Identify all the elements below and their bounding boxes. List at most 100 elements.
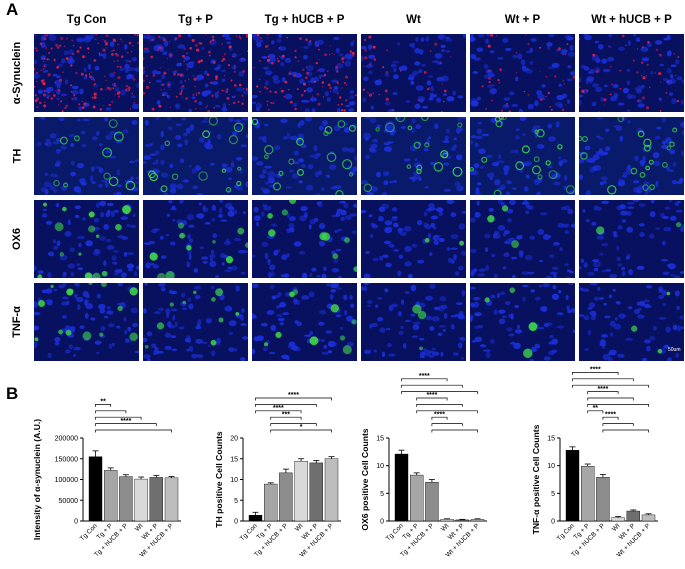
micrograph-4-3 [252, 283, 357, 361]
y-tick-label: 5 [234, 498, 238, 505]
significance-bracket [401, 391, 478, 395]
significance-bracket [431, 423, 463, 427]
y-tick-label: 50000 [59, 498, 79, 505]
micrograph-2-3 [252, 117, 357, 195]
micrograph-2-4 [361, 117, 466, 195]
column-header-tg-con: Tg Con [66, 14, 107, 26]
significance-bracket [602, 429, 649, 433]
y-axis-label: OX6 positive Cell Counts [360, 428, 370, 530]
significance-bracket [587, 391, 619, 395]
micrograph-4-6 [579, 283, 684, 361]
significance-bracket [95, 429, 172, 433]
bar [88, 456, 103, 522]
significance-bracket [255, 397, 332, 401]
bar [324, 458, 339, 522]
significance-bracket [587, 410, 604, 414]
micrograph-1-3 [252, 34, 357, 112]
bar [440, 519, 454, 522]
significance-bracket [255, 404, 317, 407]
bar [394, 453, 409, 522]
significance-label: **** [419, 373, 430, 380]
bar [264, 483, 278, 522]
bar [455, 519, 469, 522]
significance-bracket [401, 378, 448, 382]
bar [279, 472, 293, 522]
significance-bracket [416, 404, 463, 407]
chart-1: 0 50000 100000 150000 200000 Intensity of α-s… [32, 399, 181, 559]
micrograph-3-4 [361, 200, 466, 278]
scale-bar-label: 50um [668, 347, 681, 353]
significance-bracket [416, 397, 448, 401]
y-tick-label: 10 [230, 477, 238, 484]
micrograph-3-6 [579, 200, 684, 278]
micrograph-2-6 [579, 117, 684, 195]
y-tick-label: 200000 [55, 436, 78, 443]
micrograph-3-5 [470, 200, 575, 278]
significance-bracket [95, 423, 157, 427]
significance-bracket [572, 372, 619, 375]
bar [103, 470, 118, 522]
significance-label: **** [426, 392, 437, 399]
bar [119, 476, 133, 522]
bar [248, 514, 263, 522]
y-tick-label: 150000 [55, 456, 78, 463]
bar [309, 462, 323, 522]
significance-bracket [416, 410, 478, 414]
y-tick-label: 0 [234, 519, 238, 526]
x-tick-label: Wt [294, 522, 305, 533]
micrograph-3-1 [34, 200, 139, 278]
significance-label: **** [120, 418, 131, 425]
micrograph-1-1 [34, 34, 139, 112]
column-header-wt: Wt [406, 14, 421, 26]
y-tick-label: 10 [376, 463, 384, 470]
micrograph-3-2 [143, 200, 248, 278]
y-tick-label: 10 [547, 463, 555, 470]
y-axis-label: TH positive Cell Counts [214, 431, 224, 528]
y-tick-label: 100000 [55, 477, 78, 484]
micrograph-1-5 [470, 34, 575, 112]
y-axis-label: TNF-α positive Cell Counts [531, 424, 541, 534]
y-tick-label: 15 [230, 456, 238, 463]
bar [410, 474, 424, 522]
x-tick-label: Wt [611, 522, 622, 533]
significance-label: ** [100, 399, 106, 406]
significance-bracket [95, 416, 142, 420]
significance-bracket [587, 404, 649, 407]
y-tick-label: 0 [551, 519, 555, 526]
significance-label: **** [273, 405, 284, 412]
bar [149, 477, 164, 522]
micrograph-4-5 [470, 283, 575, 361]
micrograph-2-1 [34, 117, 139, 195]
significance-label: ** [593, 405, 599, 412]
bar [581, 466, 595, 522]
significance-bracket [602, 416, 619, 420]
micrograph-1-4 [361, 34, 466, 112]
micrograph-1-2 [143, 34, 248, 112]
bar [164, 477, 179, 522]
micrograph-2-5 [470, 117, 575, 195]
micrograph-3-3 [252, 200, 357, 278]
y-tick-label: 5 [551, 491, 555, 498]
significance-label: **** [590, 367, 601, 374]
bar [626, 510, 640, 522]
micrograph-4-1 [34, 283, 139, 361]
micrograph-2-2 [143, 117, 248, 195]
significance-bracket [572, 384, 649, 388]
significance-label: **** [434, 411, 445, 418]
y-tick-label: 5 [380, 491, 384, 498]
panel-a-label: A [6, 0, 19, 19]
bar [470, 519, 485, 522]
x-tick-label: Tg Con [556, 522, 576, 542]
x-tick-label: Tg Con [385, 522, 405, 542]
y-tick-label: 15 [547, 436, 555, 443]
y-tick-label: 15 [376, 436, 384, 443]
significance-bracket [401, 384, 463, 388]
x-tick-label: Tg Con [239, 522, 259, 542]
significance-bracket [270, 416, 302, 420]
significance-bracket [431, 416, 448, 420]
panel-b-label: B [6, 384, 19, 403]
y-axis-label: Intensity of α-synuclein (A.U.) [32, 419, 42, 540]
